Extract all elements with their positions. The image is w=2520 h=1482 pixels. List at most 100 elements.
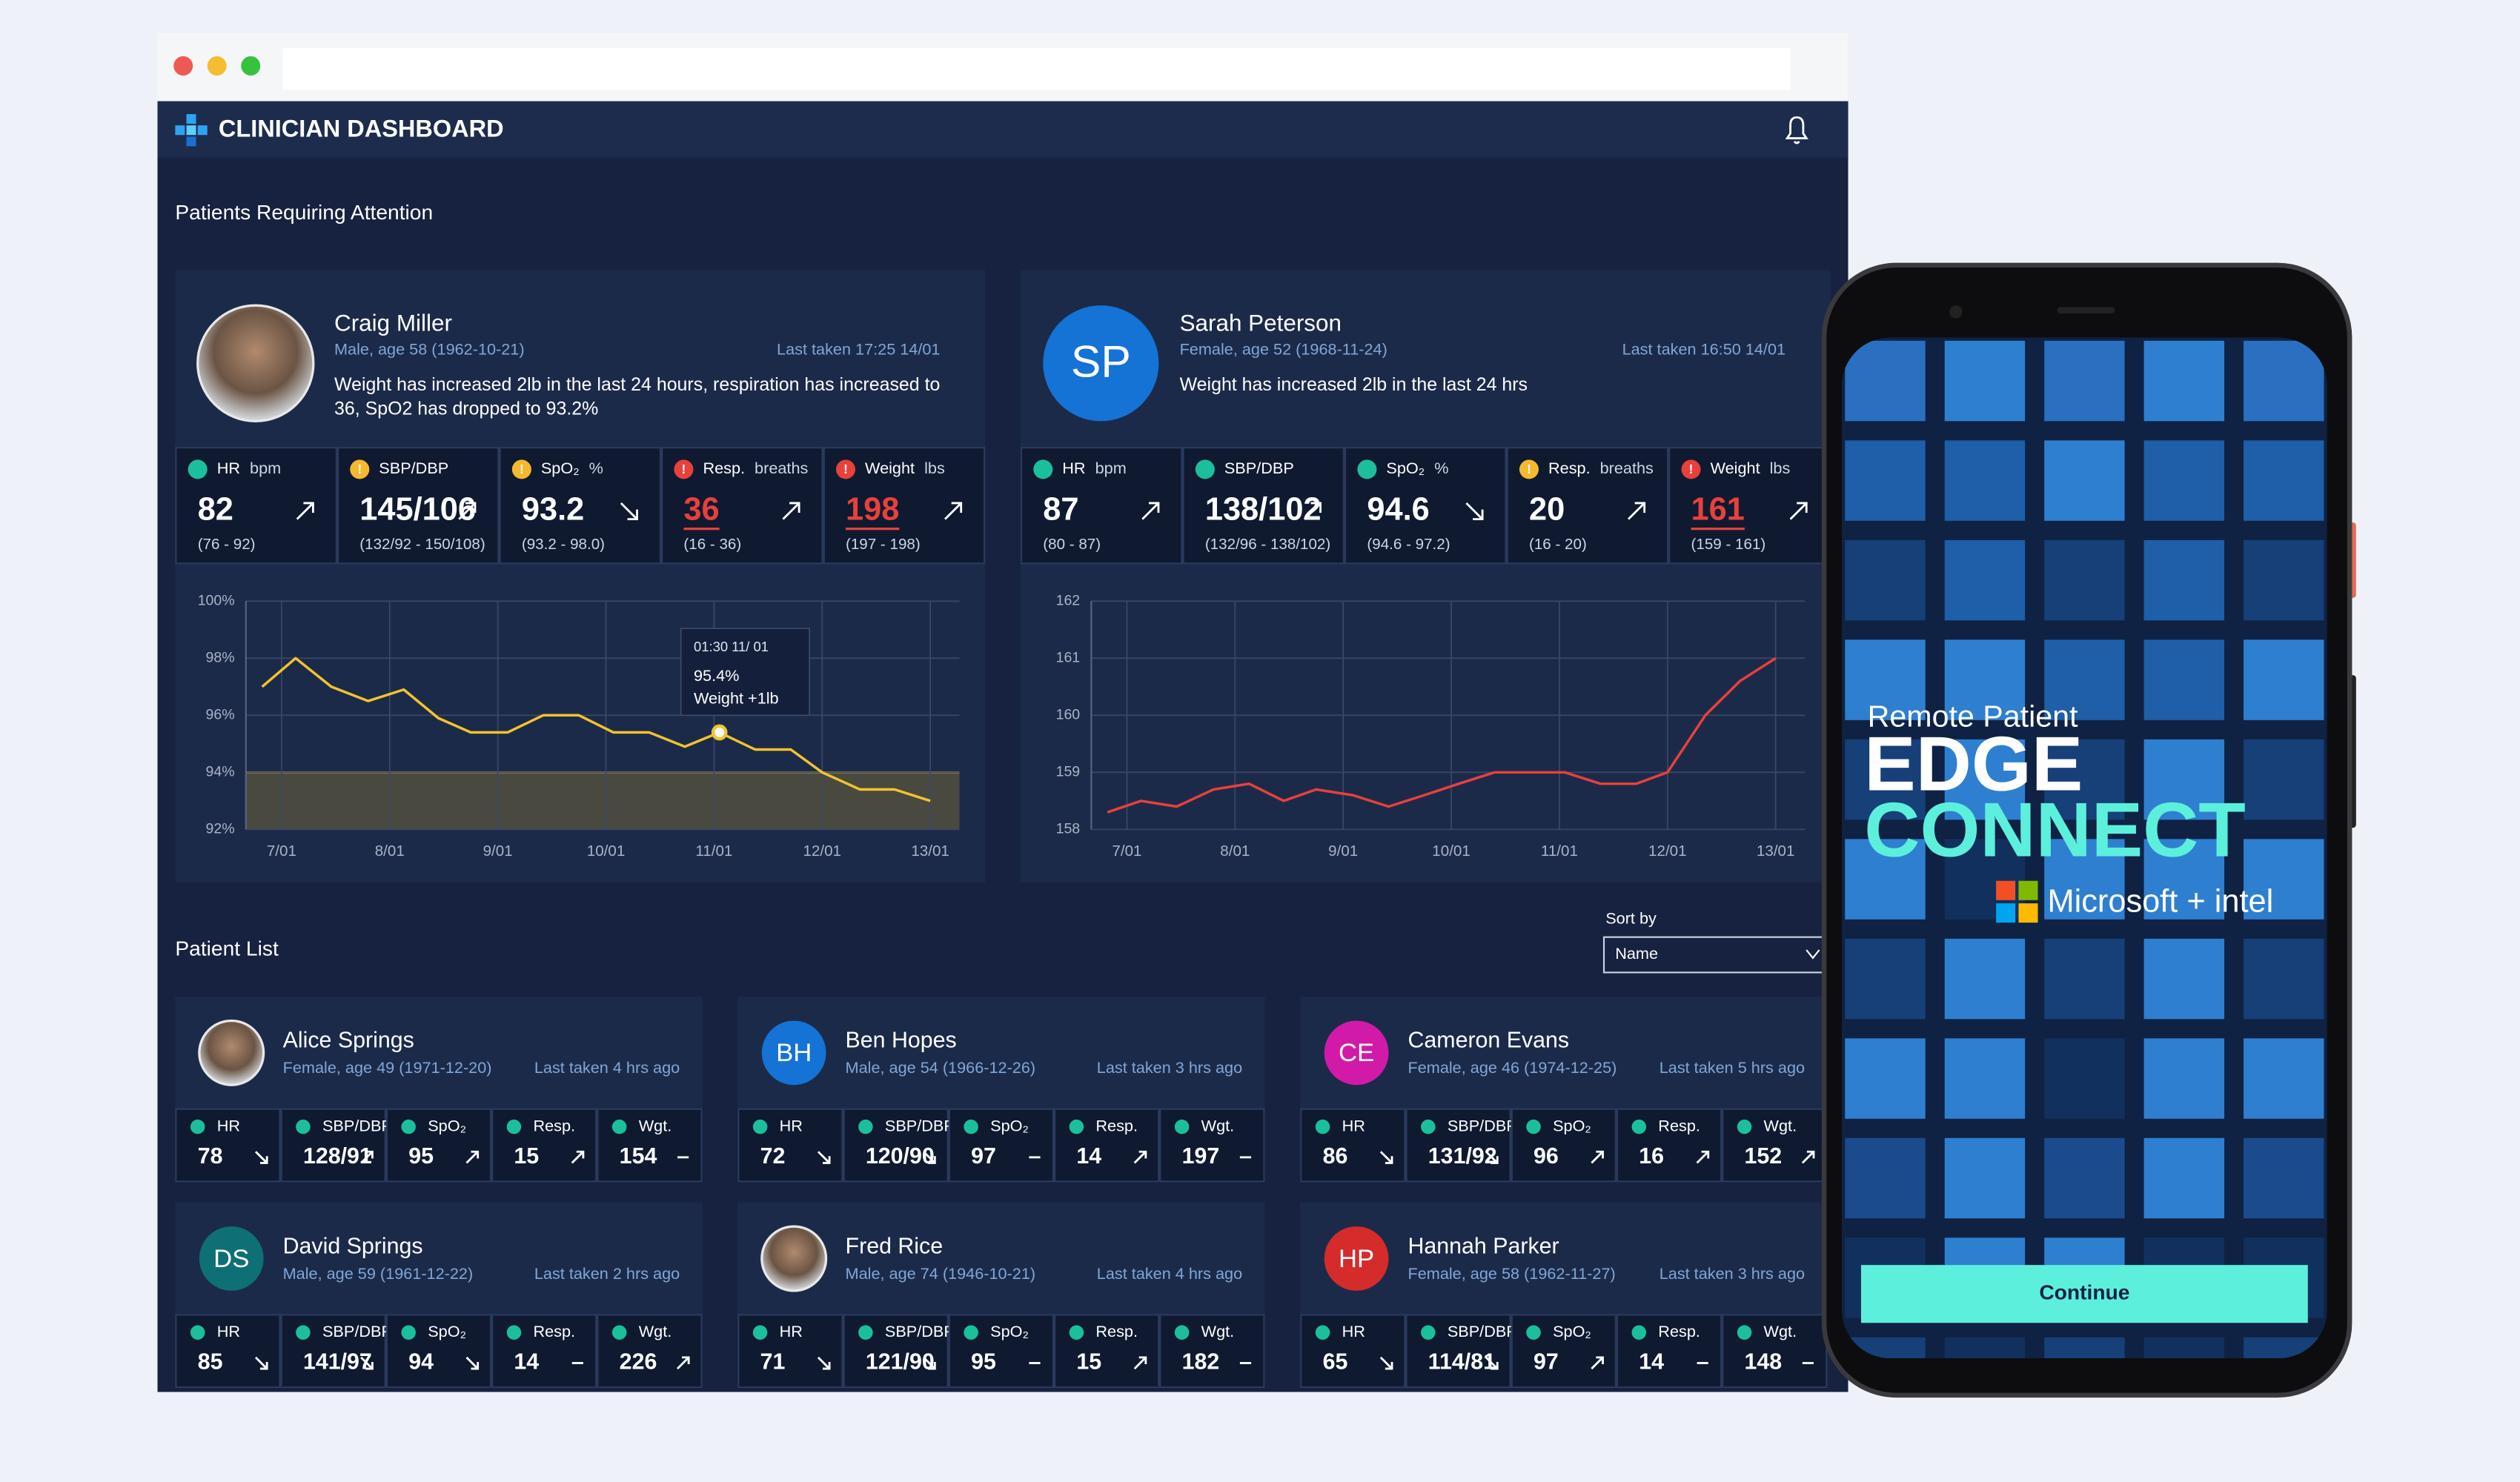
vital-value: 96 (1533, 1144, 1559, 1169)
vital-unit: lbs (1770, 459, 1791, 477)
vital-label: HR (780, 1116, 803, 1134)
patient-name: Ben Hopes (846, 1029, 957, 1053)
vital-value: 97 (1533, 1349, 1559, 1374)
trend-arrow (1591, 1150, 1604, 1164)
trend-arrow (1591, 1356, 1604, 1370)
tile (2143, 639, 2225, 720)
data-line (1107, 657, 1777, 814)
y-tick-label: 161 (1056, 649, 1081, 665)
brand: EDGE (1864, 722, 2083, 808)
patient-info: Male, age 54 (1966-12-26) (846, 1058, 1036, 1077)
tile (2044, 539, 2125, 621)
tile (1944, 340, 2026, 422)
tile (1944, 739, 2026, 820)
tile (2143, 440, 2225, 521)
y-tick-label: 98% (206, 649, 235, 665)
vital-label: SpO₂ (990, 1322, 1029, 1340)
vital-label: Resp. (533, 1116, 575, 1134)
vital-label: HR (780, 1322, 803, 1340)
speaker (2057, 307, 2115, 313)
avatar (1324, 1020, 1389, 1086)
vital-label: HR (1342, 1116, 1365, 1134)
section-heading: Patients Requiring Attention (175, 200, 433, 224)
close-button[interactable] (173, 56, 193, 76)
trend-arrow (571, 1150, 585, 1164)
notifications-bell[interactable] (1785, 116, 1808, 144)
x-tick-label: 7/01 (267, 843, 296, 860)
sort-label: Sort by (1605, 909, 1657, 928)
vital-value: 95 (971, 1349, 996, 1374)
browser-window: CLINICIAN DASHBOARD Patients Requiring A… (157, 32, 1848, 1392)
patient-info: Male, age 58 (1962-10-21) (334, 340, 525, 359)
vital-value: 197 (1182, 1144, 1220, 1169)
status-dot (190, 1119, 205, 1134)
status-icon: ! (1689, 462, 1694, 476)
app-title: CLINICIAN DASHBOARD (219, 115, 504, 142)
tile (2244, 539, 2324, 621)
patient-name: Alice Springs (283, 1029, 414, 1053)
address-bar[interactable] (282, 48, 1791, 90)
tooltip (680, 628, 810, 717)
vital-label: SBP/DBP (379, 459, 448, 477)
vital-value: 138/102 (1205, 491, 1322, 527)
trend-arrow (254, 1151, 268, 1164)
vital-label: SBP/DBP (885, 1322, 955, 1340)
avatar (199, 1226, 264, 1291)
vital-value: 20 (1529, 491, 1565, 527)
vital-value: 14 (1639, 1349, 1664, 1374)
vital-label: SpO₂ (541, 459, 580, 477)
vital-label: Wgt. (639, 1322, 672, 1340)
x-tick-label: 9/01 (483, 843, 513, 860)
y-tick-label: 100% (198, 592, 235, 608)
minimize-button[interactable] (207, 56, 227, 76)
trend-arrow (1696, 1150, 1710, 1164)
patient-info: Female, age 49 (1971-12-20) (283, 1058, 492, 1077)
section-heading: Patient List (175, 936, 279, 960)
vital-value: 87 (1043, 491, 1078, 527)
vital-label: SBP/DBP (1448, 1116, 1517, 1134)
vital-label: Wgt. (639, 1116, 672, 1134)
status-icon: ! (520, 462, 524, 476)
tile (2244, 440, 2324, 521)
tile (1845, 340, 1926, 422)
avatar-initials: DS (213, 1245, 249, 1273)
last-taken: Last taken 5 hrs ago (1659, 1058, 1805, 1077)
vital-label: Resp. (1548, 459, 1591, 477)
trend-arrow (944, 502, 963, 520)
avatar-photo (198, 1019, 265, 1086)
vital-label: Wgt. (1764, 1322, 1797, 1340)
last-taken: Last taken 2 hrs ago (534, 1264, 680, 1283)
vital-cell (1344, 447, 1507, 565)
vital-label: SpO₂ (1553, 1116, 1591, 1134)
vital-value: 131/92 (1428, 1144, 1497, 1169)
trend-arrow (676, 1356, 690, 1370)
y-tick-label: 160 (1056, 706, 1081, 722)
avatar (1324, 1226, 1389, 1291)
status-dot (752, 1325, 768, 1340)
sort-select[interactable] (1602, 936, 1826, 974)
avatar-photo (196, 304, 315, 422)
vital-label: SBP/DBP (322, 1116, 392, 1134)
last-taken: Last taken 17:25 14/01 (777, 340, 940, 359)
status-dot (506, 1119, 522, 1134)
tile (1944, 1038, 2026, 1119)
vital-unit: % (589, 459, 603, 477)
vital-value: 65 (1323, 1349, 1348, 1374)
status-dot (752, 1119, 768, 1134)
tooltip-time: 01:30 11/ 01 (694, 639, 769, 654)
vital-value: 94.6 (1367, 491, 1429, 527)
x-tick-label: 10/01 (1432, 843, 1470, 860)
y-tick-label: 96% (206, 706, 235, 722)
vital-range: (94.6 - 97.2) (1367, 536, 1450, 553)
tile (1944, 1137, 2026, 1219)
status-dot (350, 459, 370, 479)
app-header (157, 101, 1848, 158)
vital-range: (16 - 36) (683, 536, 741, 553)
avatar (1043, 305, 1159, 422)
trend-arrow (1465, 502, 1484, 521)
vital-unit: lbs (924, 459, 945, 477)
status-icon: ! (1527, 462, 1531, 476)
maximize-button[interactable] (241, 56, 261, 76)
vital-value: 161 (1691, 491, 1745, 527)
continue-button[interactable] (1860, 1265, 2308, 1323)
